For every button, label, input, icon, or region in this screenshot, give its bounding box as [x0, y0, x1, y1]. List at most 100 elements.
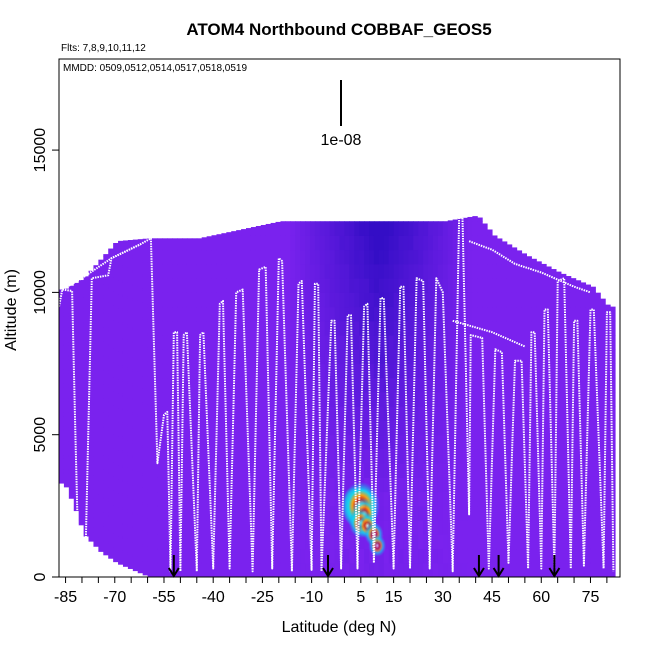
field-cell: [339, 263, 345, 279]
field-cell: [221, 534, 227, 550]
field-cell: [354, 306, 360, 322]
field-cell: [290, 463, 296, 478]
field-cell: [511, 548, 518, 564]
field-cell: [265, 448, 272, 464]
field-cell: [580, 420, 587, 436]
field-cell: [433, 562, 439, 577]
field-cell: [93, 361, 99, 376]
field-cell: [280, 448, 286, 464]
field-cell: [226, 306, 232, 322]
field-cell: [334, 320, 340, 336]
field-cell: [339, 434, 345, 450]
field-cell: [309, 320, 316, 336]
field-cell: [285, 235, 291, 251]
field-cell: [182, 463, 188, 478]
field-cell: [142, 503, 149, 519]
field-cell: [556, 548, 562, 564]
field-cell: [354, 534, 360, 550]
field-cell: [536, 406, 542, 421]
field-cell: [551, 349, 557, 365]
field-cell: [418, 406, 424, 421]
field-cell: [526, 534, 532, 550]
field-cell: [265, 349, 272, 365]
field-cell: [482, 505, 488, 521]
field-cell: [93, 347, 99, 362]
field-cell: [477, 520, 483, 535]
field-cell: [580, 282, 587, 293]
field-cell: [132, 542, 139, 557]
field-cell: [241, 263, 247, 279]
field-cell: [216, 235, 222, 251]
field-cell: [260, 292, 267, 308]
field-cell: [201, 520, 208, 535]
field-cell: [295, 263, 301, 279]
field-cell: [231, 263, 237, 279]
field-cell: [241, 534, 247, 550]
field-cell: [556, 392, 562, 407]
field-cell: [88, 455, 94, 471]
field-cell: [127, 511, 134, 527]
field-cell: [137, 345, 144, 360]
field-cell: [275, 406, 281, 421]
field-cell: [172, 477, 178, 493]
field-cell: [610, 363, 616, 379]
field-cell: [580, 335, 587, 350]
field-cell: [137, 239, 144, 246]
field-cell: [68, 441, 75, 457]
field-cell: [132, 399, 139, 415]
field-cell: [216, 392, 222, 407]
field-cell: [73, 410, 80, 426]
field-cell: [221, 278, 227, 293]
field-cell: [570, 448, 577, 464]
field-cell: [496, 534, 503, 550]
field-cell: [137, 501, 144, 517]
field-cell: [521, 477, 527, 493]
field-cell: [226, 363, 232, 379]
field-cell: [585, 284, 591, 293]
field-cell: [511, 477, 518, 493]
field-cell: [369, 320, 375, 336]
field-cell: [462, 520, 468, 535]
field-cell: [275, 548, 281, 564]
field-cell: [487, 249, 493, 265]
field-cell: [98, 295, 104, 310]
field-cell: [487, 349, 493, 365]
field-cell: [482, 320, 488, 336]
field-cell: [314, 448, 321, 464]
field-cell: [506, 420, 513, 436]
field-cell: [108, 487, 114, 502]
field-cell: [103, 512, 109, 527]
field-cell: [403, 235, 409, 251]
field-cell: [103, 355, 109, 371]
field-cell: [457, 335, 464, 350]
down-arrow-icon: [322, 555, 334, 578]
field-cell: [560, 349, 567, 365]
field-cell: [177, 406, 183, 421]
field-cell: [182, 335, 188, 350]
field-cell: [290, 249, 296, 265]
field-cell: [447, 235, 454, 251]
field-cell: [137, 330, 144, 346]
field-cell: [477, 392, 483, 407]
field-cell: [565, 406, 572, 421]
field-cell: [319, 221, 326, 236]
field-cell: [93, 517, 99, 533]
field-cell: [482, 249, 488, 265]
field-cell: [270, 249, 277, 265]
field-cell: [526, 377, 532, 393]
field-cell: [191, 548, 198, 564]
field-cell: [113, 362, 119, 378]
flight-track-line: [59, 211, 615, 573]
field-cell: [433, 520, 439, 535]
field-cell: [260, 235, 267, 251]
field-cell: [236, 420, 242, 436]
field-cell: [93, 475, 99, 490]
field-cell: [314, 263, 321, 279]
field-cell: [334, 548, 340, 564]
field-cell: [565, 335, 572, 350]
field-cell: [334, 292, 340, 308]
field-cell: [590, 363, 596, 379]
field-cell: [162, 392, 168, 407]
field-cell: [437, 434, 444, 450]
field-cell: [433, 221, 439, 236]
